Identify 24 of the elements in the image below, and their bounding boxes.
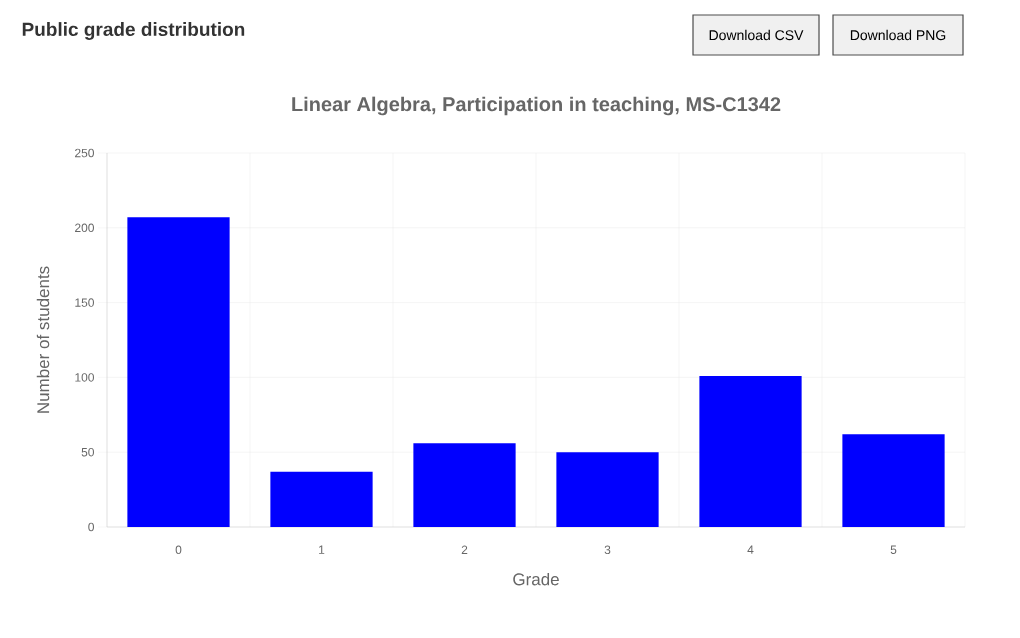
x-tick-label: 2 (461, 545, 468, 554)
x-tick-label: 0 (175, 545, 182, 555)
y-tick-label: 0 (88, 522, 94, 532)
y-tick-label: 150 (75, 298, 94, 307)
bar (127, 217, 230, 527)
bar (842, 434, 945, 527)
bar (556, 452, 659, 527)
bar (699, 375, 802, 527)
x-tick-label: 4 (747, 545, 754, 554)
y-tick-label: 250 (75, 148, 94, 158)
chart-subtitle: Linear Algebra, Participation in teaching, MS-C1342 (292, 96, 781, 116)
x-tick-label: 5 (890, 545, 897, 554)
x-axis-title: Grade (513, 572, 559, 586)
text: Download PNG (850, 29, 946, 41)
x-tick-label: 3 (604, 545, 611, 555)
bar (270, 471, 373, 527)
y-tick-label: 200 (75, 223, 94, 233)
chart-title: Public grade distribution (22, 22, 245, 40)
y-tick-label: 50 (81, 447, 94, 457)
y-tick-label: 100 (75, 373, 94, 382)
text: Download CSV (709, 29, 804, 41)
x-tick-label: 1 (319, 545, 325, 554)
y-axis-title: Number of students (36, 266, 50, 413)
bar (413, 443, 516, 527)
